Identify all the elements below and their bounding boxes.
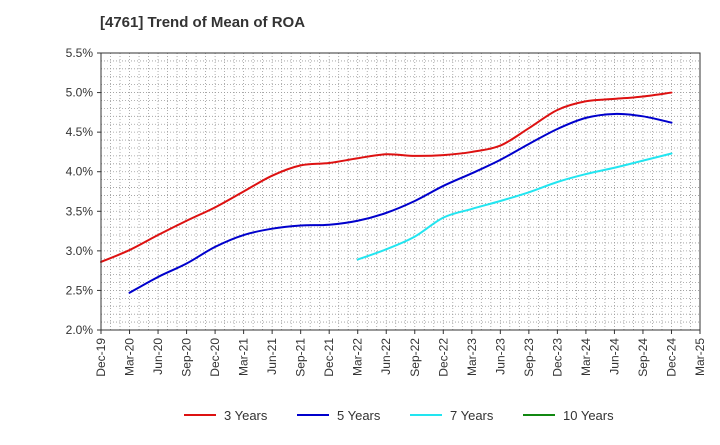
y-tick-label: 3.5%	[66, 204, 94, 218]
x-tick-label: Mar-23	[465, 338, 479, 376]
x-tick-label: Sep-22	[408, 338, 422, 377]
series-line-5-years	[128, 112, 673, 294]
series-line-3-years	[100, 91, 673, 263]
legend-label-5-years: 5 Years	[337, 408, 381, 423]
x-tick-label: Sep-21	[294, 338, 308, 377]
x-tick-label: Dec-22	[436, 338, 450, 377]
x-tick-label: Jun-21	[265, 338, 279, 375]
y-tick-label: 4.5%	[66, 125, 94, 139]
x-tick-label: Mar-22	[351, 338, 365, 376]
plot-area	[101, 53, 700, 330]
x-tick-label: Dec-24	[664, 338, 678, 377]
y-tick-label: 2.0%	[66, 323, 94, 337]
chart-title: [4761] Trend of Mean of ROA	[100, 14, 306, 31]
y-tick-label: 5.0%	[66, 86, 94, 100]
x-tick-label: Mar-24	[579, 338, 593, 376]
x-tick-label: Jun-24	[607, 338, 621, 375]
x-tick-label: Sep-24	[636, 338, 650, 377]
y-tick-label: 3.0%	[66, 244, 94, 258]
x-tick-label: Jun-22	[379, 338, 393, 375]
x-tick-label: Sep-23	[522, 338, 536, 377]
x-tick-label: Jun-20	[151, 338, 165, 375]
legend-label-3-years: 3 Years	[224, 408, 268, 423]
legend-label-7-years: 7 Years	[450, 408, 494, 423]
x-tick-label: Sep-20	[180, 338, 194, 377]
y-tick-label: 2.5%	[66, 283, 94, 297]
x-tick-label: Mar-20	[123, 338, 137, 376]
series-line-7-years	[356, 152, 673, 261]
legend-label-10-years: 10 Years	[563, 408, 614, 423]
plot-border	[100, 52, 701, 331]
x-tick-label: Jun-23	[493, 338, 507, 375]
x-tick-label: Dec-23	[550, 338, 564, 377]
y-tick-label: 4.0%	[66, 165, 94, 179]
x-tick-label: Dec-20	[208, 338, 222, 377]
x-tick-label: Mar-25	[693, 338, 707, 376]
y-tick-label: 5.5%	[66, 46, 94, 60]
x-tick-label: Dec-21	[322, 338, 336, 377]
x-tick-label: Mar-21	[237, 338, 251, 376]
x-tick-label: Dec-19	[94, 338, 108, 377]
